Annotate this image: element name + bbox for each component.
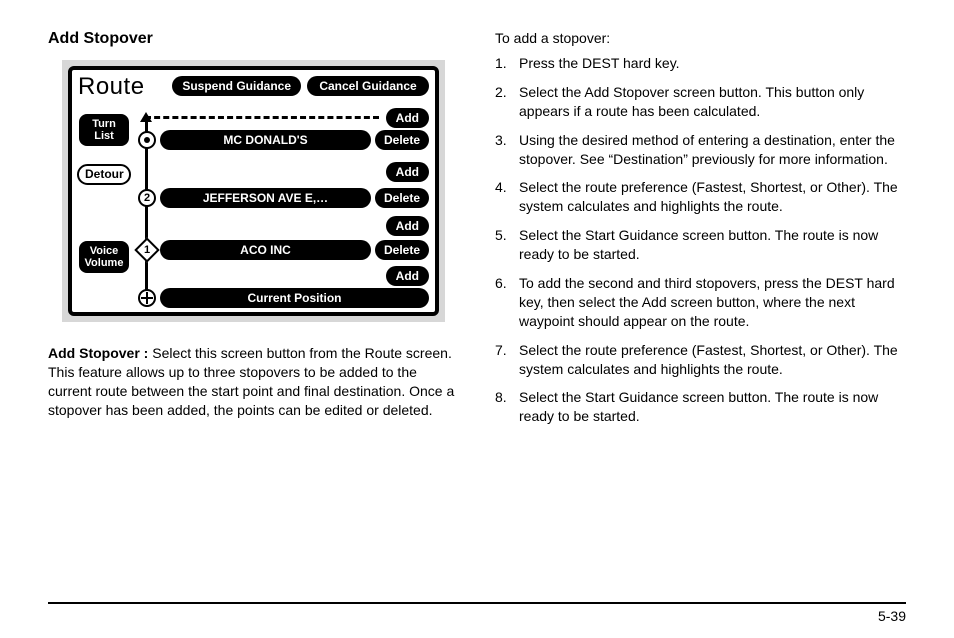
add-after-1-button[interactable]: Add	[386, 216, 429, 236]
footer-rule	[48, 602, 906, 604]
steps-list: Press the DEST hard key. Select the Add …	[495, 54, 906, 426]
detour-button[interactable]: Detour	[77, 164, 131, 185]
description-paragraph: Add Stopover : Select this screen button…	[48, 344, 459, 420]
cancel-guidance-button[interactable]: Cancel Guidance	[307, 76, 429, 96]
step-item: Using the desired method of entering a d…	[495, 131, 906, 169]
step-item: Select the route preference (Fastest, Sh…	[495, 178, 906, 216]
step-item: Select the Start Guidance screen button.…	[495, 388, 906, 426]
voice-volume-button[interactable]: Voice Volume	[79, 241, 129, 273]
suspend-guidance-button[interactable]: Suspend Guidance	[172, 76, 301, 96]
section-heading: Add Stopover	[48, 30, 459, 48]
route-screen-figure: Route Suspend Guidance Cancel Guidance T…	[62, 60, 445, 322]
page-number: 5-39	[48, 608, 906, 624]
step-item: Select the Add Stopover screen button. T…	[495, 83, 906, 121]
stop-2-label: JEFFERSON AVE E,…	[160, 188, 371, 208]
turn-list-button[interactable]: Turn List	[79, 114, 129, 146]
screen-title: Route	[78, 73, 145, 101]
step-item: Press the DEST hard key.	[495, 54, 906, 73]
step-item: To add the second and third stopovers, p…	[495, 274, 906, 331]
step-item: Select the route preference (Fastest, Sh…	[495, 341, 906, 379]
current-position-icon	[138, 289, 156, 307]
add-after-2-button[interactable]: Add	[386, 162, 429, 182]
stop-3-label: MC DONALD'S	[160, 130, 371, 150]
step-item: Select the Start Guidance screen button.…	[495, 226, 906, 264]
add-after-current-button[interactable]: Add	[386, 266, 429, 286]
stop-1-label: ACO INC	[160, 240, 371, 260]
waypoint-1-icon: 1	[134, 237, 159, 262]
current-position-label: Current Position	[160, 288, 429, 308]
destination-icon	[138, 131, 156, 149]
description-lead: Add Stopover :	[48, 345, 148, 361]
delete-stop-1-button[interactable]: Delete	[375, 240, 429, 260]
delete-stop-3-button[interactable]: Delete	[375, 130, 429, 150]
steps-intro: To add a stopover:	[495, 30, 906, 46]
delete-stop-2-button[interactable]: Delete	[375, 188, 429, 208]
waypoint-2-icon: 2	[138, 189, 156, 207]
add-after-3-button[interactable]: Add	[386, 108, 429, 128]
